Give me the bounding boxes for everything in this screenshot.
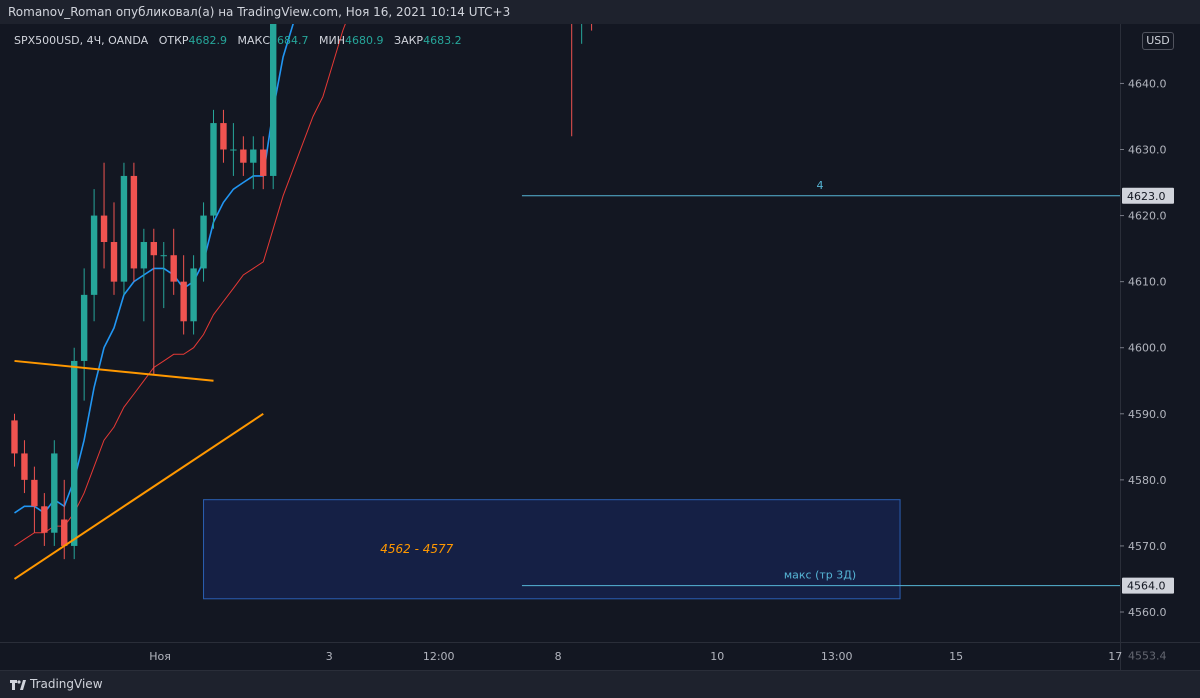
candle-body-8 bbox=[91, 216, 97, 295]
level-tag-label-2: 4564.0 bbox=[1127, 580, 1166, 593]
candle-body-7 bbox=[81, 295, 87, 361]
open-value: 4682.9 bbox=[189, 34, 228, 47]
low-label: МИН bbox=[319, 34, 345, 47]
y-tick-label-0: 4560.0 bbox=[1128, 606, 1167, 619]
candle-body-1 bbox=[21, 453, 27, 479]
candle-body-6 bbox=[71, 361, 77, 546]
level-tag-label-1: 4623.0 bbox=[1127, 190, 1166, 203]
candle-body-24 bbox=[250, 150, 256, 163]
y-tick-label-5: 4610.0 bbox=[1128, 276, 1167, 289]
brand[interactable]: TradingView bbox=[10, 677, 103, 691]
candle-body-11 bbox=[121, 176, 127, 282]
candle-body-3 bbox=[41, 506, 47, 532]
candle-body-0 bbox=[11, 420, 17, 453]
footer-bar: TradingView bbox=[0, 670, 1200, 698]
candle-body-15 bbox=[161, 255, 167, 256]
candle-body-23 bbox=[240, 150, 246, 163]
high-value: 4684.7 bbox=[270, 34, 309, 47]
x-tick-label-1: 3 bbox=[326, 650, 333, 663]
x-tick-label-6: 15 bbox=[949, 650, 963, 663]
level-annotation-2: макс (тр 3Д) bbox=[784, 569, 856, 582]
candle-body-18 bbox=[190, 268, 196, 321]
brand-name: TradingView bbox=[30, 677, 103, 691]
symbol-name: SPX500USD, 4Ч, OANDA bbox=[14, 34, 148, 47]
close-label: ЗАКР bbox=[394, 34, 423, 47]
high-label: МАКС bbox=[238, 34, 271, 47]
candle-body-5 bbox=[61, 520, 67, 546]
zone-1 bbox=[204, 500, 901, 599]
candle-body-20 bbox=[210, 123, 216, 215]
y-tick-label-3: 4590.0 bbox=[1128, 408, 1167, 421]
publish-header: Romanov_Roman опубликовал(а) на TradingV… bbox=[0, 0, 1200, 25]
candle-body-16 bbox=[171, 255, 177, 281]
level-annotation-1: 4 bbox=[817, 179, 824, 192]
symbol-legend: SPX500USD, 4Ч, OANDA ОТКР4682.9 МАКС4684… bbox=[14, 34, 469, 47]
y-tick-label-7: 4630.0 bbox=[1128, 144, 1167, 157]
candle-body-4 bbox=[51, 453, 57, 532]
candle-body-12 bbox=[131, 176, 137, 268]
publish-line: Romanov_Roman опубликовал(а) на TradingV… bbox=[8, 5, 510, 19]
low-value: 4680.9 bbox=[345, 34, 384, 47]
currency-button[interactable]: USD bbox=[1142, 32, 1174, 50]
candle-body-25 bbox=[260, 150, 266, 176]
y-tick-label-8: 4640.0 bbox=[1128, 77, 1167, 90]
x-tick-label-4: 10 bbox=[710, 650, 724, 663]
candle-body-2 bbox=[31, 480, 37, 506]
candle-body-10 bbox=[111, 242, 117, 282]
tradingview-logo-icon bbox=[10, 679, 26, 691]
open-label: ОТКР bbox=[159, 34, 189, 47]
y-tick-label-2: 4580.0 bbox=[1128, 474, 1167, 487]
candle-body-19 bbox=[200, 216, 206, 269]
x-tick-label-0: Ноя bbox=[149, 650, 171, 663]
x-tick-label-3: 8 bbox=[555, 650, 562, 663]
candle-body-14 bbox=[151, 242, 157, 255]
candle-body-17 bbox=[180, 282, 186, 322]
candle-body-22 bbox=[230, 150, 236, 151]
y-tick-label-1: 4570.0 bbox=[1128, 540, 1167, 553]
x-tick-label-7: 17 bbox=[1108, 650, 1122, 663]
candle-body-21 bbox=[220, 123, 226, 149]
zone-label-1: 4562 - 4577 bbox=[380, 542, 453, 556]
x-tick-label-2: 12:00 bbox=[423, 650, 455, 663]
close-value: 4683.2 bbox=[423, 34, 462, 47]
y-tick-label-partial: 4553.4 bbox=[1128, 650, 1167, 663]
y-tick-label-4: 4600.0 bbox=[1128, 342, 1167, 355]
x-tick-label-5: 13:00 bbox=[821, 650, 853, 663]
candle-body-13 bbox=[141, 242, 147, 268]
candle-body-9 bbox=[101, 216, 107, 242]
y-tick-label-6: 4620.0 bbox=[1128, 210, 1167, 223]
